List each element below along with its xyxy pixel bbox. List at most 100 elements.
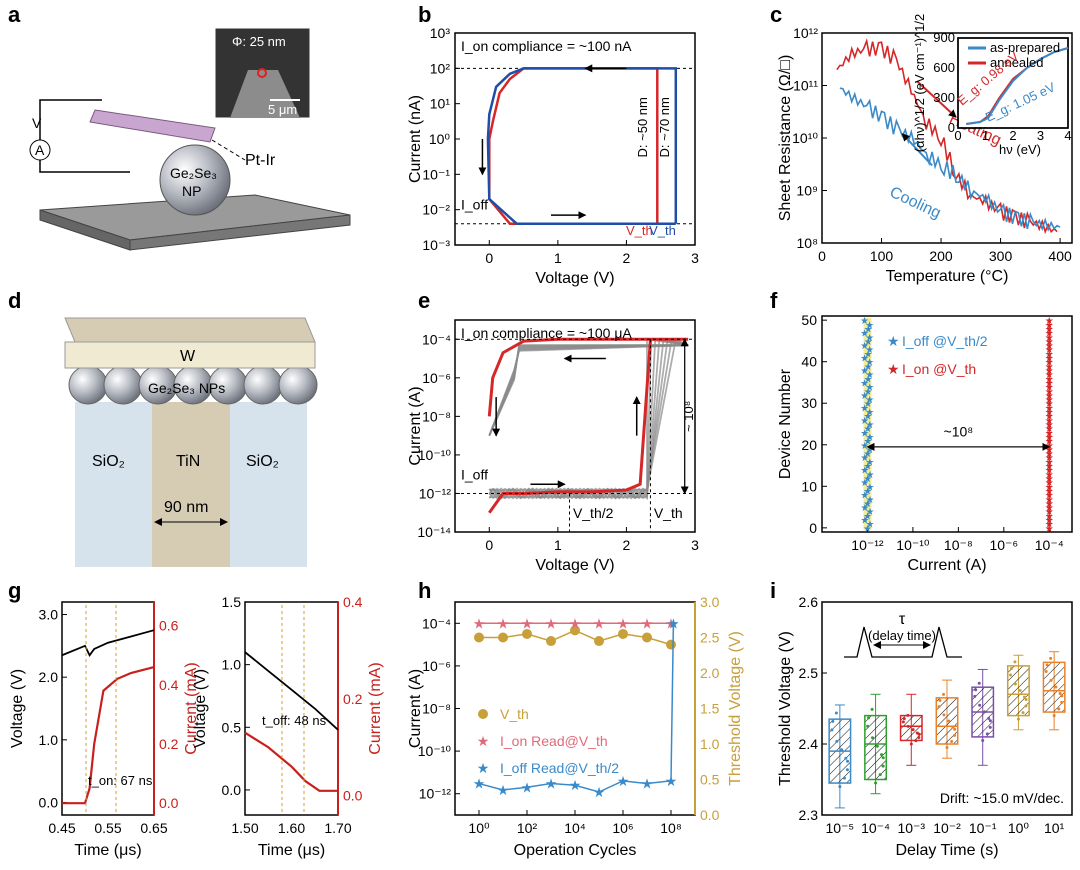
x-axis-label: Voltage (V): [535, 270, 614, 287]
data-star: ★: [863, 412, 872, 423]
inset-frame-top: [957, 37, 1069, 129]
plot-frame: [821, 601, 1073, 816]
box-point: [988, 719, 992, 723]
box-point: [881, 764, 885, 768]
box-point: [951, 725, 955, 729]
pulse-schematic: [844, 626, 962, 658]
data-star: ★: [1045, 466, 1054, 477]
box-point: [1013, 660, 1017, 664]
x-tick-label: 400: [1048, 248, 1072, 264]
y-tick-label: 0.0: [39, 794, 59, 810]
y2-tick-label: 0.0: [700, 807, 720, 823]
y-tick-label: 10¹²: [793, 25, 818, 41]
legend-off-marker: ★: [477, 760, 490, 776]
panel-g: g 0.45 0.55 0.65 0.0 1.0 2.0 3.0 0.0 0.2 0.4 0.6 Tim…: [8, 578, 384, 859]
ioff-point: ★: [593, 784, 606, 800]
w-top-face: [64, 317, 316, 343]
ion-point: ★: [521, 615, 534, 631]
ioff-point: ★: [617, 773, 630, 789]
data-star: ★: [863, 511, 872, 522]
y-tick-label: 30: [801, 395, 817, 411]
data-star: ★: [865, 432, 874, 443]
panel-label-f: f: [770, 288, 778, 313]
w-label: W: [180, 348, 196, 365]
panel-b: b 0 1 2 3 10⁻³ 10⁻² 10⁻¹ 10⁰ 10¹ 10² 10³ I_on compli…: [407, 2, 699, 287]
box-point: [846, 759, 850, 763]
ioff-label: I_off: [461, 197, 488, 213]
inset-y-tick-label: 600: [933, 60, 955, 75]
drift-label: Drift: ~15.0 mV/dec.: [940, 790, 1064, 806]
np-row: [68, 365, 318, 405]
ratio-label: ~ 10⁸: [681, 401, 696, 432]
y-tick-label: 10²: [430, 60, 451, 76]
box-point: [874, 781, 878, 785]
ioff-point: ★: [521, 779, 534, 795]
box-point: [988, 725, 992, 729]
inset-y-label: (αhν)^1/2 (eV cm⁻¹)^1/2: [912, 14, 927, 153]
box-point: [1024, 697, 1028, 701]
box-point: [1021, 711, 1025, 715]
panel-e: e 0 1 2 3 10⁻¹⁴ 10⁻¹² 10⁻¹⁰ 10⁻⁸ 10⁻⁶ 10⁻⁴ I_on com…: [407, 288, 699, 574]
y-tick-label: 1.0: [39, 732, 59, 748]
sem-pillar: [230, 70, 300, 118]
heating-arrow: [916, 80, 957, 118]
box-point: [942, 713, 946, 717]
ioff-point: ★: [497, 782, 510, 798]
x-tick-label: 3: [691, 537, 699, 553]
data-star: ★: [1045, 333, 1054, 344]
box-point: [1016, 717, 1020, 721]
panel-label-c: c: [770, 2, 782, 27]
ioff-point: ★: [665, 773, 678, 789]
y2-tick-label: 3.0: [700, 594, 720, 610]
data-star: ★: [1045, 337, 1054, 348]
box-point: [1045, 663, 1049, 667]
x-tick-label: 0.45: [48, 820, 75, 836]
x-tick-label: 2: [623, 250, 631, 266]
box-point: [906, 724, 910, 728]
data-star: ★: [860, 341, 869, 352]
inset-y-tick-label: 300: [933, 90, 955, 105]
vth-point: [474, 632, 484, 643]
data-star: ★: [1045, 499, 1054, 510]
y-tick-label: 10⁻¹⁰: [418, 447, 452, 463]
y-tick-label: 10⁻⁶: [422, 658, 451, 674]
x-tick-label: 10⁻²: [933, 820, 961, 836]
x-tick-label: 0: [485, 250, 493, 266]
ioff-point: ★: [641, 776, 654, 792]
box-point: [938, 698, 942, 702]
y-tick-label: 10⁻¹⁰: [418, 743, 452, 759]
box-point: [1022, 695, 1026, 699]
legend-off-label: I_off @V_th/2: [902, 333, 988, 349]
data-star: ★: [1045, 329, 1054, 340]
box-point: [842, 776, 846, 780]
rs-curve-heating: [836, 38, 1058, 235]
sem-marker: [257, 68, 267, 78]
box-point: [978, 703, 982, 707]
y-tick-label: 10⁻⁸: [422, 701, 451, 717]
box-body: [1006, 665, 1030, 717]
x-tick-label: 1.60: [278, 820, 305, 836]
y2-tick-label: 0.4: [343, 594, 363, 610]
ion-point: ★: [665, 615, 678, 631]
compliance-label: I_on compliance = ~100 μA: [461, 325, 632, 341]
voltage-symbol: V: [32, 115, 42, 131]
box-point: [875, 744, 879, 748]
box-point: [844, 756, 848, 760]
ioff-point: ★: [569, 777, 582, 793]
data-star: ★: [860, 503, 869, 514]
box-point: [987, 716, 991, 720]
diameter-70: D: ~70 nm: [657, 97, 672, 157]
box-point: [1044, 669, 1048, 673]
x-axis-label: Time (μs): [258, 842, 325, 859]
data-star: ★: [1045, 449, 1054, 460]
box-point: [866, 724, 870, 728]
np-sphere: [243, 365, 283, 405]
y2-tick-label: 0.6: [159, 618, 179, 634]
y-tick-label: 1.5: [222, 594, 242, 610]
data-star: ★: [1045, 457, 1054, 468]
data-star: ★: [1045, 354, 1054, 365]
y-tick-label: 10⁻¹⁴: [417, 524, 451, 540]
x-tick-label: 0.55: [94, 820, 121, 836]
panel-label-e: e: [418, 288, 430, 313]
sem-scalebar-label: 5 μm: [268, 102, 297, 117]
